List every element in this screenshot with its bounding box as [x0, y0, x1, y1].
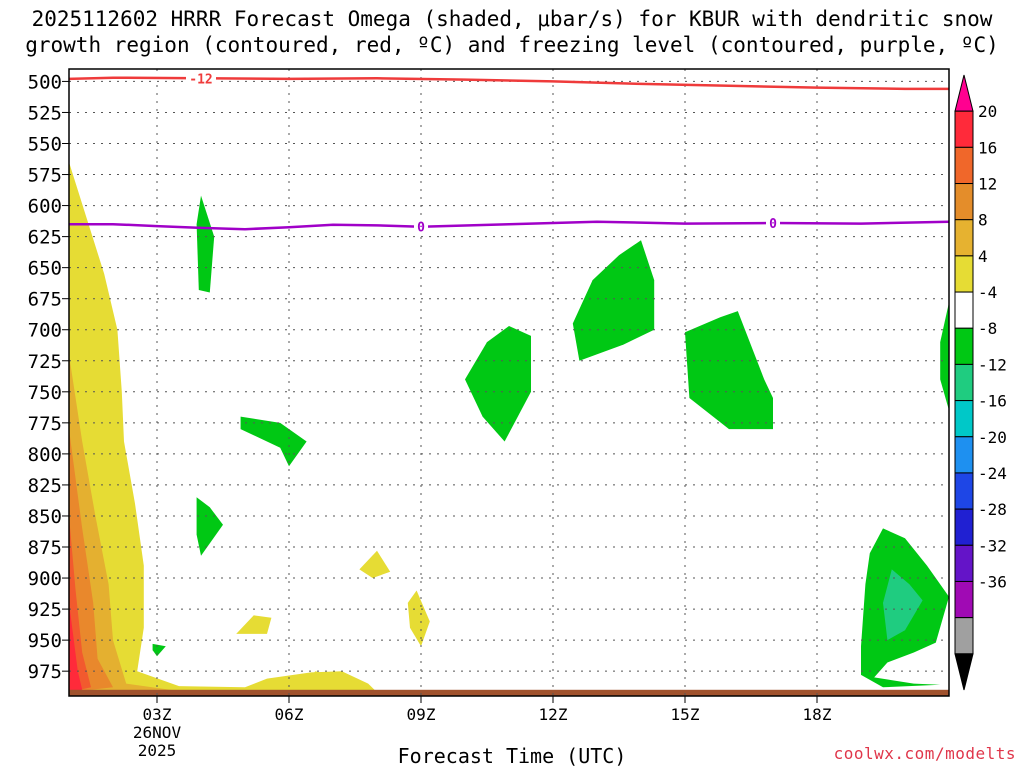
surface-band: [69, 689, 949, 696]
ytick-label-675: 675: [28, 289, 62, 311]
omega-region-9: [196, 195, 215, 293]
colorbar-swatch-12: [954, 508, 974, 546]
ytick-label-550: 550: [28, 133, 62, 155]
ytick-label-950: 950: [28, 630, 62, 652]
omega-region-2: [69, 429, 113, 693]
ytick-label-500: 500: [28, 71, 62, 93]
colorbar-swatch-14: [954, 580, 974, 619]
colorbar-label-6: -8: [978, 319, 997, 338]
ytick-label-875: 875: [28, 537, 62, 559]
ytick-label-725: 725: [28, 351, 62, 373]
ytick-label-750: 750: [28, 382, 62, 404]
colorbar-label-3: 8: [978, 211, 988, 230]
x-axis-title: Forecast Time (UTC): [397, 744, 627, 768]
colorbar-label-11: -28: [978, 500, 1007, 519]
colorbar-label-0: 20: [978, 102, 997, 121]
colorbar-label-2: 12: [978, 175, 997, 194]
xtick-label-18Z: 18Z: [803, 705, 832, 724]
ytick-label-925: 925: [28, 599, 62, 621]
ytick-label-575: 575: [28, 165, 62, 187]
omega-region-15: [685, 311, 773, 430]
colorbar-swatch-5: [954, 255, 974, 293]
colorbar-swatch-4: [954, 219, 974, 257]
xtick-label-12Z: 12Z: [539, 705, 568, 724]
plot-frame: [68, 68, 950, 697]
xtick-label-06Z: 06Z: [275, 705, 304, 724]
xtick-label-09Z: 09Z: [407, 705, 436, 724]
ytick-label-625: 625: [28, 227, 62, 249]
contour-label-bg-1-0: [414, 218, 428, 235]
colorbar-label-12: -32: [978, 536, 1007, 555]
date-label-year: 2025: [138, 741, 177, 760]
omega-region-5: [297, 671, 373, 690]
chart-title-line1: 2025112602 HRRR Forecast Omega (shaded, …: [31, 7, 993, 31]
omega-region-11: [196, 497, 223, 556]
date-label-day: 26NOV: [133, 723, 182, 742]
colorbar-cap-bottom: [954, 653, 974, 691]
colorbar-swatch-3: [954, 183, 974, 221]
colorbar-swatch-6: [954, 291, 974, 329]
colorbar-label-13: -36: [978, 572, 1007, 591]
colorbar-label-4: 4: [978, 247, 988, 266]
grid-layer: [69, 69, 949, 696]
contour-label-bg-1-1: [766, 214, 780, 231]
omega-region-12: [152, 643, 166, 657]
colorbar-swatch-11: [954, 472, 974, 510]
site-credit: coolwx.com/modelts: [833, 744, 1016, 763]
omega-region-0: [69, 162, 377, 693]
colorbar-swatch-2: [954, 146, 974, 185]
time-axis: 26NOV 2025 03Z 06Z 09Z 12Z 15Z 18Z: [133, 696, 832, 760]
ytick-label-700: 700: [28, 320, 62, 342]
omega-region-4: [69, 602, 83, 693]
omega-region-10: [240, 416, 307, 467]
ytick-label-525: 525: [28, 102, 62, 124]
chart-title: 2025112602 HRRR Forecast Omega (shaded, …: [0, 6, 1024, 58]
colorbar-label-5: -4: [978, 283, 997, 302]
ytick-label-775: 775: [28, 413, 62, 435]
xtick-label-03Z: 03Z: [143, 705, 172, 724]
pressure-axis: 500 525 550 575 600 625 650 675 700 725 750 775 800 8…: [28, 71, 69, 683]
colorbar-cap-top: [954, 74, 974, 112]
omega-region-8: [407, 590, 430, 647]
omega-region-14: [572, 240, 655, 361]
contour-label-1-1: 0: [769, 217, 777, 232]
colorbar-label-10: -24: [978, 464, 1007, 483]
ytick-label-975: 975: [28, 661, 62, 683]
ytick-label-900: 900: [28, 568, 62, 590]
contour-label-bg-0-0: [186, 70, 216, 87]
colorbar-swatch-1: [954, 110, 974, 148]
colorbar-label-1: 16: [978, 138, 997, 157]
omega-shading-layer: [69, 162, 949, 696]
ytick-label-600: 600: [28, 196, 62, 218]
ytick-label-850: 850: [28, 506, 62, 528]
colorbar-label-8: -16: [978, 392, 1007, 411]
contour-line-1: [69, 220, 949, 231]
contour-layer: -12 0 0: [69, 70, 949, 236]
colorbar: 20 16 12 8 4 -4 -8 -12 -16 -20 -24 -28 -32 -36: [954, 74, 1007, 691]
colorbar-swatch-9: [954, 400, 974, 438]
colorbar-swatch-13: [954, 544, 974, 582]
ytick-label-800: 800: [28, 444, 62, 466]
colorbar-swatch-10: [954, 436, 974, 474]
contour-label-1-0: 0: [417, 221, 425, 236]
contour-label-0-0: -12: [189, 72, 212, 87]
omega-region-13: [465, 326, 531, 442]
ytick-label-825: 825: [28, 475, 62, 497]
ytick-label-650: 650: [28, 258, 62, 280]
colorbar-swatch-15: [954, 617, 974, 655]
xtick-label-15Z: 15Z: [671, 705, 700, 724]
omega-region-6: [359, 550, 391, 578]
colorbar-swatch-7: [954, 327, 974, 365]
chart-title-line2: growth region (contoured, red, ºC) and f…: [25, 33, 999, 57]
omega-region-16: [940, 302, 949, 411]
colorbar-swatch-8: [954, 363, 974, 402]
colorbar-label-7: -12: [978, 355, 1007, 374]
omega-region-1: [69, 354, 179, 693]
omega-region-7: [236, 615, 272, 634]
omega-region-18: [883, 569, 923, 641]
colorbar-label-9: -20: [978, 428, 1007, 447]
